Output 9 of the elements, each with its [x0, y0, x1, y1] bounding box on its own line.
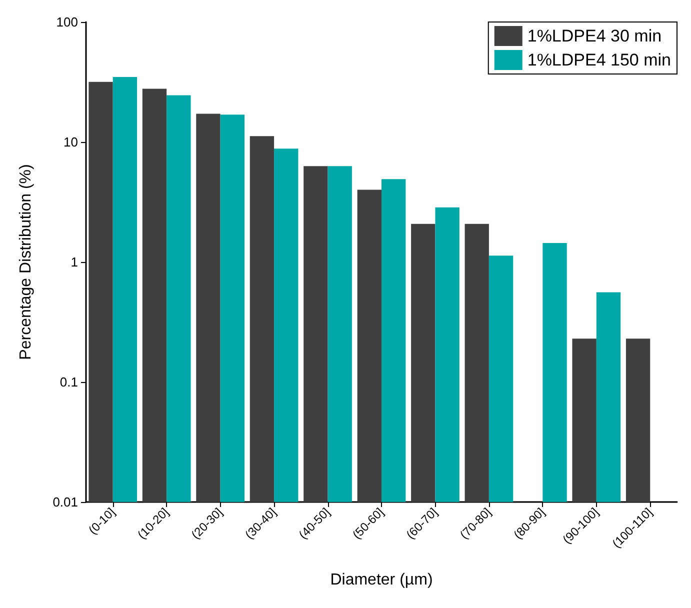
y-tick-label: 0.1: [60, 374, 78, 390]
legend-label: 1%LDPE4 30 min: [527, 26, 662, 46]
legend-label: 1%LDPE4 150 min: [527, 50, 672, 70]
y-tick-label: 100: [56, 14, 78, 30]
y-tick-label: 0.01: [52, 494, 78, 510]
y-tick-label: 1: [70, 254, 78, 270]
x-axis-title: Diameter (µm): [330, 572, 433, 588]
y-axis-title: Percentage Distribution (%): [18, 164, 34, 360]
y-tick-label: 10: [64, 134, 78, 150]
